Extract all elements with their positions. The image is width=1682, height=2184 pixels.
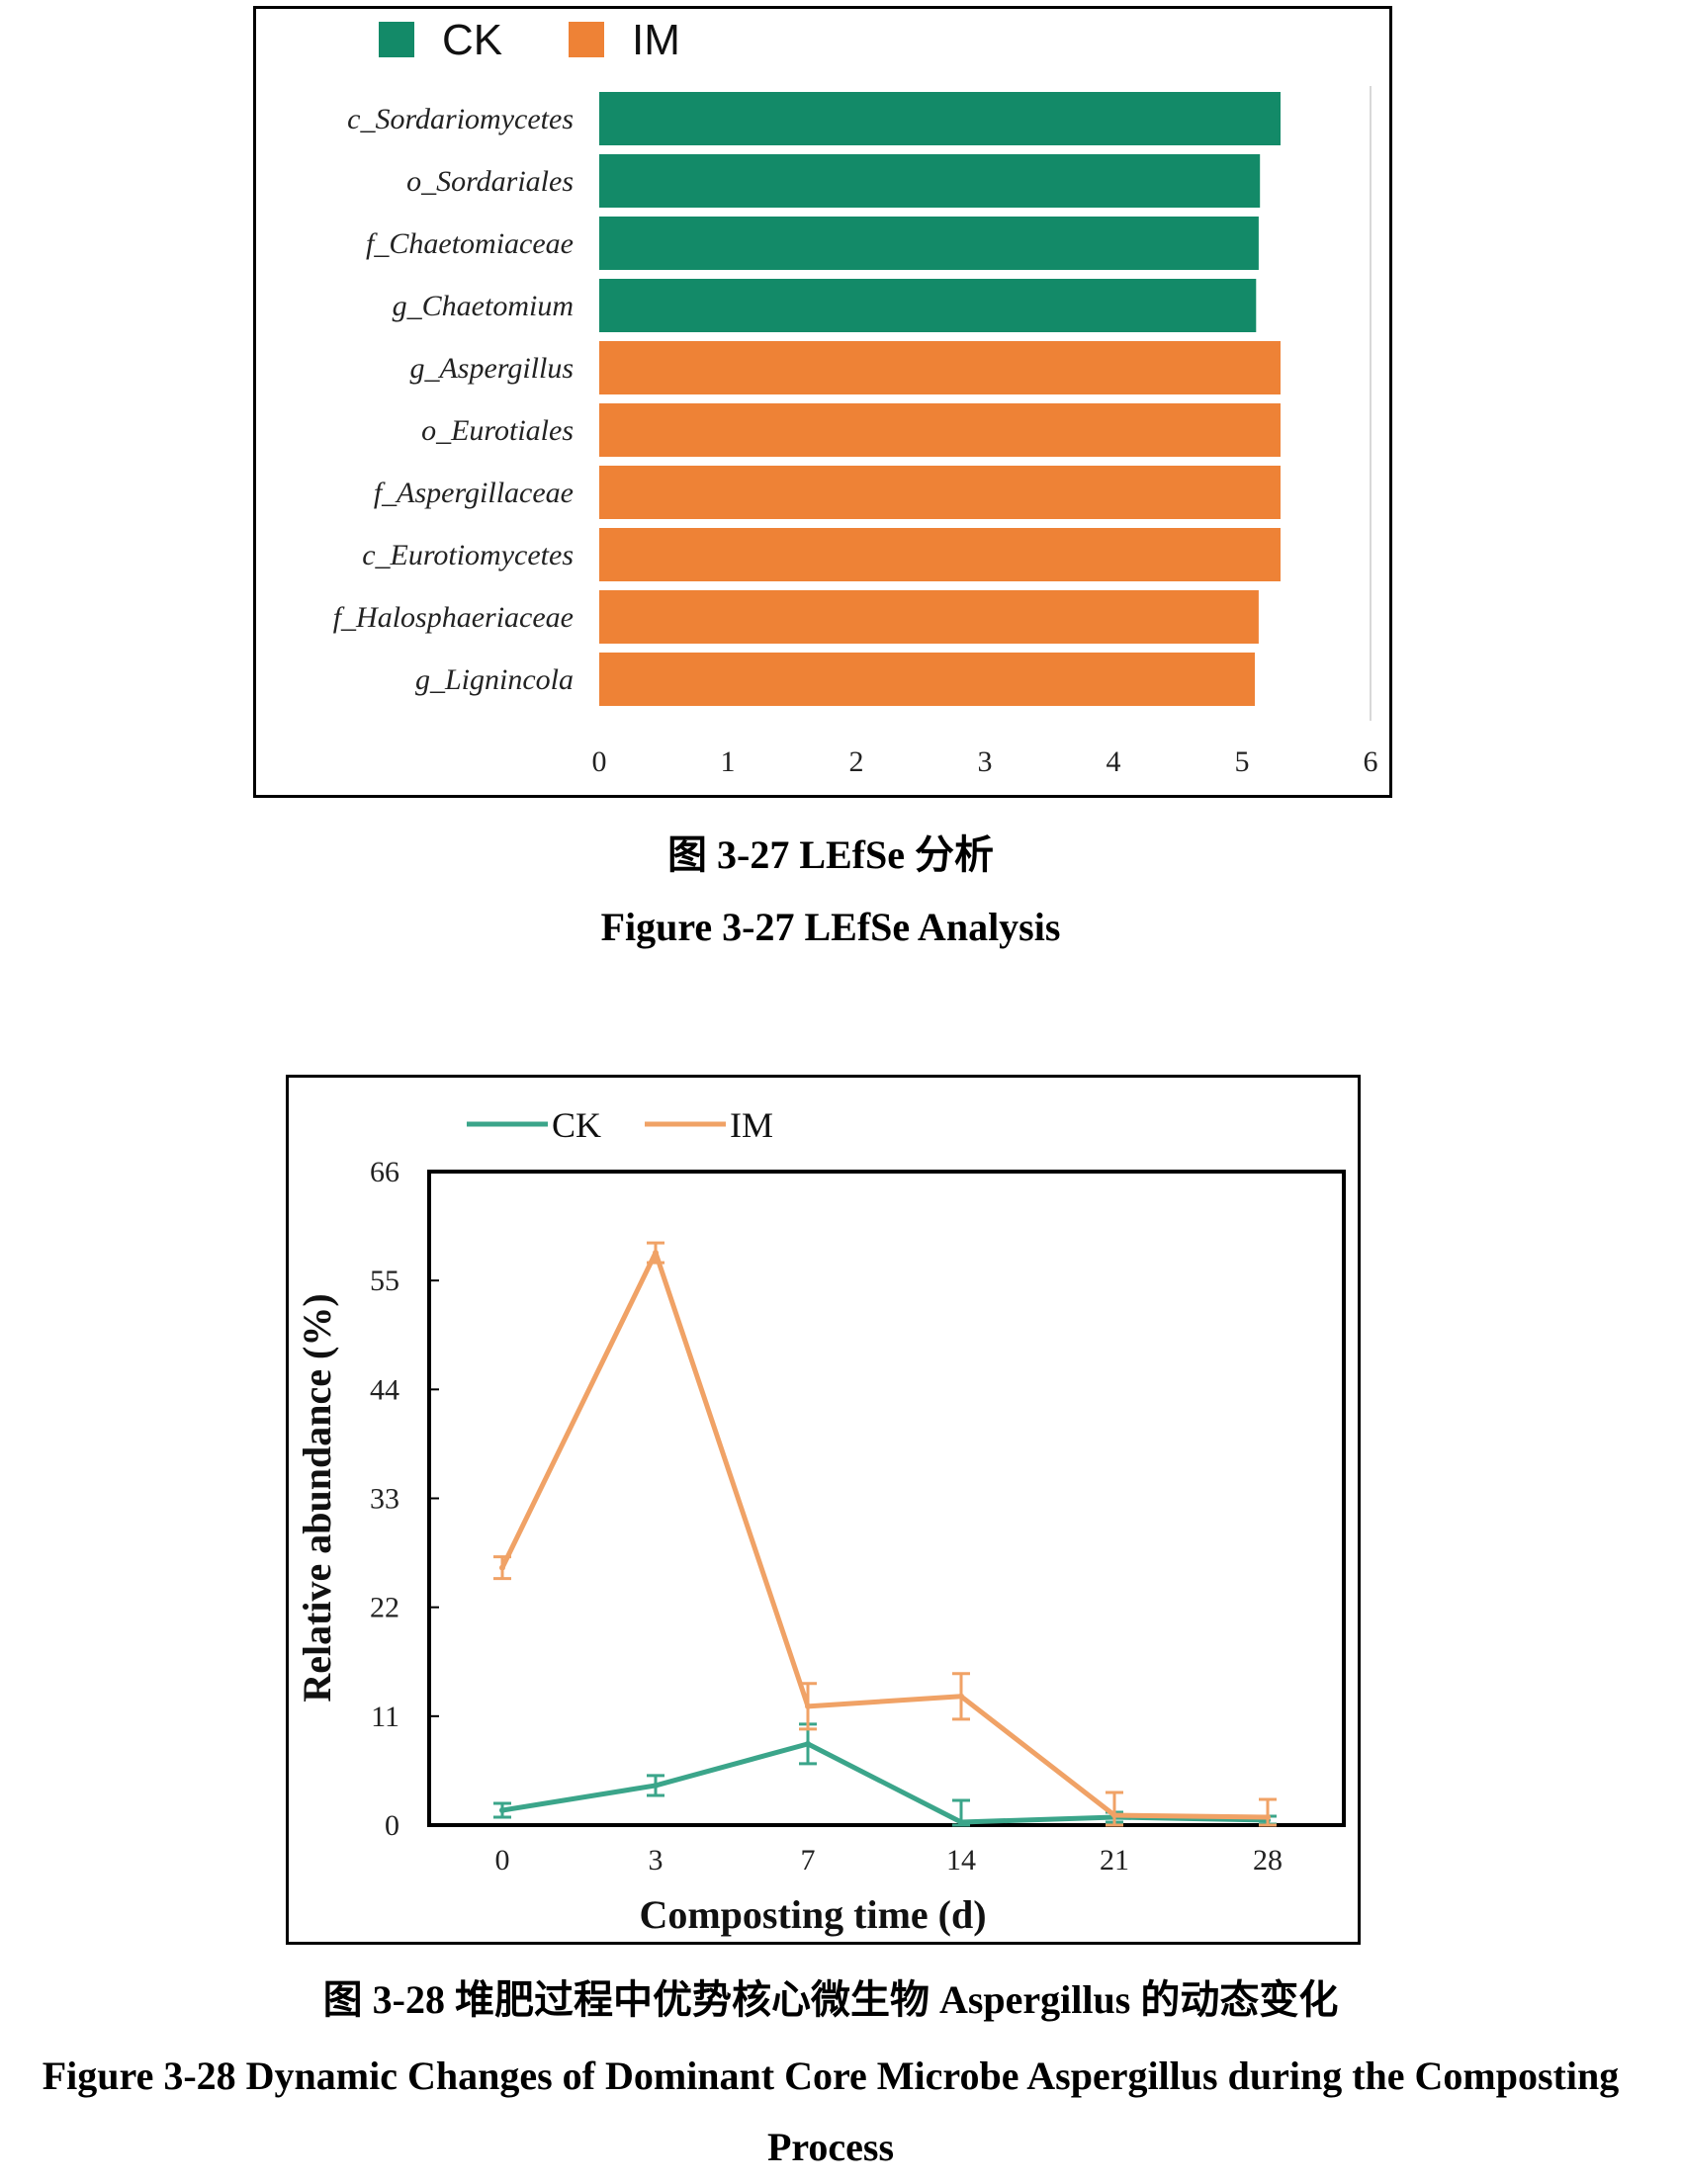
category-label-o_eurotiales: o_Eurotiales xyxy=(421,414,574,447)
legend-label-ck: CK xyxy=(442,16,502,64)
figure-3-28-caption-en-line1: Figure 3-28 Dynamic Changes of Dominant … xyxy=(42,2053,1620,2098)
y-tick-label-22: 22 xyxy=(370,1592,399,1624)
point-im-21 xyxy=(1111,1811,1117,1818)
aspergillus-line-chart: 0 11 22 33 44 55 66 0 3 7 14 21 28 Composting time (d… xyxy=(295,1105,1346,1937)
bar-g_lignincola xyxy=(599,653,1255,706)
category-label-c_eurotiomycetes: c_Eurotiomycetes xyxy=(362,539,574,571)
x-tick-label-1: 1 xyxy=(721,745,736,778)
y-tick-label-66: 66 xyxy=(370,1156,399,1188)
lefse-bar-chart: CK IM c_Sordariomycetes o_Sordariales f_Chae… xyxy=(333,16,1378,778)
series-line-ck xyxy=(501,1741,1269,1825)
y-tick-label-0: 0 xyxy=(385,1809,399,1842)
y-tick-label-55: 55 xyxy=(370,1265,399,1297)
legend-label-ck: CK xyxy=(552,1105,601,1145)
point-im-0 xyxy=(499,1564,505,1571)
x-tick-label-4: 4 xyxy=(1107,745,1121,778)
legend-swatch-im xyxy=(569,22,604,57)
category-label-f_halosphaeriaceae: f_Halosphaeriaceae xyxy=(333,601,574,634)
bar-c_sordariomycetes xyxy=(599,92,1281,145)
category-label-f_chaetomiaceae: f_Chaetomiaceae xyxy=(366,227,574,260)
x-tick-label-5: 5 xyxy=(1235,745,1250,778)
plot-area-border xyxy=(427,1170,1346,1827)
x-tick-label-14: 14 xyxy=(946,1844,976,1877)
point-ck-7 xyxy=(805,1740,811,1747)
point-im-7 xyxy=(805,1703,811,1709)
bar-o_eurotiales xyxy=(599,403,1281,457)
bar-o_sordariales xyxy=(599,154,1261,208)
category-label-f_aspergillaceae: f_Aspergillaceae xyxy=(374,477,574,509)
aspergillus-chart-frame: 0 11 22 33 44 55 66 0 3 7 14 21 28 Composting time (d… xyxy=(286,1075,1361,1945)
point-im-14 xyxy=(958,1693,964,1700)
x-tick-label-21: 21 xyxy=(1100,1844,1129,1877)
x-tick-label-0: 0 xyxy=(495,1844,510,1877)
figure-3-28-caption-en-line2: Process xyxy=(766,2125,895,2169)
figure-3-28-caption-cn: 图 3-28 堆肥过程中优势核心微生物 Aspergillus 的动态变化 xyxy=(322,1977,1339,2022)
category-label-g_lignincola: g_Lignincola xyxy=(415,663,574,696)
point-im-3 xyxy=(653,1250,659,1257)
y-tick-label-11: 11 xyxy=(371,1701,399,1733)
category-label-o_sordariales: o_Sordariales xyxy=(406,165,574,198)
category-label-g_aspergillus: g_Aspergillus xyxy=(409,352,574,385)
x-axis-title: Composting time (d) xyxy=(639,1892,986,1937)
bar-g_aspergillus xyxy=(599,341,1281,394)
figure-3-27-caption-en: Figure 3-27 LEfSe Analysis xyxy=(600,905,1061,949)
point-ck-3 xyxy=(653,1782,659,1789)
x-tick-label-3: 3 xyxy=(978,745,993,778)
bar-c_eurotiomycetes xyxy=(599,528,1281,581)
legend-label-im: IM xyxy=(730,1105,773,1145)
category-label-g_chaetomium: g_Chaetomium xyxy=(393,290,574,322)
y-tick-label-44: 44 xyxy=(370,1373,399,1406)
x-tick-label-2: 2 xyxy=(849,745,864,778)
point-ck-14 xyxy=(958,1818,964,1825)
bar-g_chaetomium xyxy=(599,279,1257,332)
x-tick-label-6: 6 xyxy=(1364,745,1378,778)
x-tick-label-3: 3 xyxy=(649,1844,664,1877)
point-im-28 xyxy=(1265,1813,1271,1820)
legend-label-im: IM xyxy=(632,16,680,64)
point-ck-0 xyxy=(499,1806,505,1813)
category-label-c_sordariomycetes: c_Sordariomycetes xyxy=(347,103,574,135)
bar-f_halosphaeriaceae xyxy=(599,590,1259,644)
figure-3-27-caption-cn: 图 3-27 LEfSe 分析 xyxy=(667,832,994,877)
lefse-chart-frame: CK IM c_Sordariomycetes o_Sordariales f_Chae… xyxy=(253,6,1392,798)
x-tick-label-28: 28 xyxy=(1253,1844,1283,1877)
bar-f_aspergillaceae xyxy=(599,466,1281,519)
x-tick-label-7: 7 xyxy=(801,1844,816,1877)
y-tick-label-33: 33 xyxy=(370,1483,399,1516)
series-line-im xyxy=(499,1250,1269,1820)
legend-swatch-ck xyxy=(379,22,414,57)
x-tick-label-0: 0 xyxy=(592,745,607,778)
bar-f_chaetomiaceae xyxy=(599,217,1259,270)
y-axis-title: Relative abundance (%) xyxy=(295,1293,339,1702)
